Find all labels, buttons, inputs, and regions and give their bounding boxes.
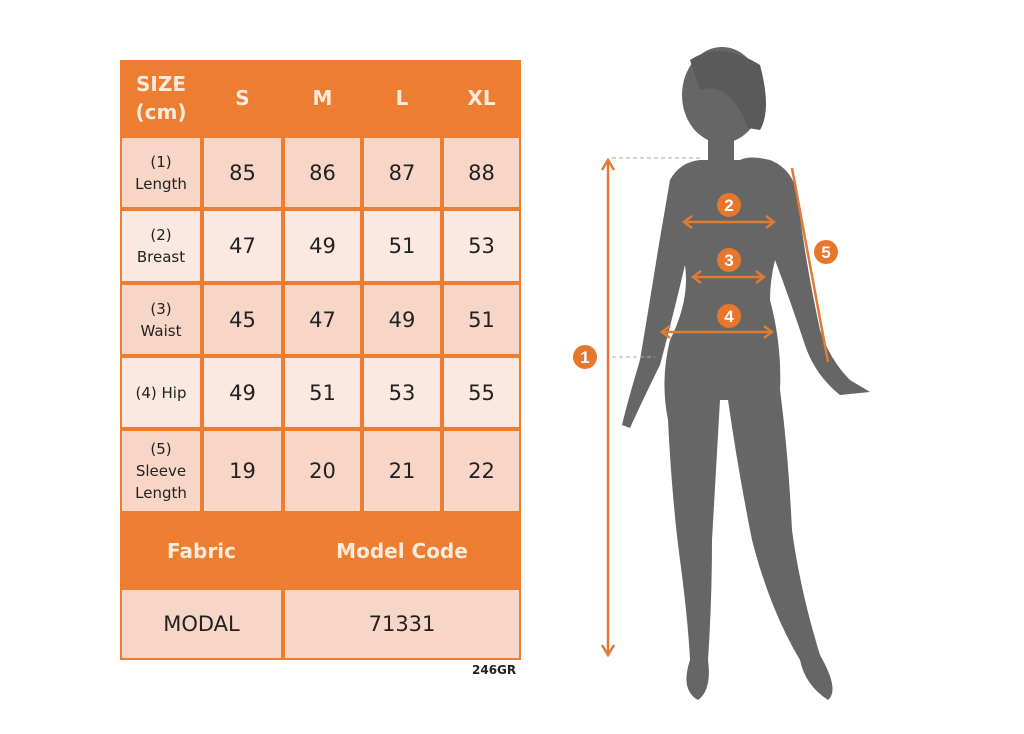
measurement-value: 45 bbox=[204, 285, 281, 354]
woman-silhouette bbox=[622, 47, 870, 700]
marker-circle bbox=[717, 304, 741, 328]
measurement-arrows bbox=[600, 157, 830, 658]
measurement-value: 85 bbox=[204, 138, 281, 207]
measurement-value: 51 bbox=[444, 285, 519, 354]
size-chart-table: SIZE (cm) S M L XL (1) Length 85 86 87 88 (2) Brea… bbox=[120, 60, 521, 660]
measurement-value: 22 bbox=[444, 431, 519, 511]
measurement-label: (2) Breast bbox=[122, 211, 200, 281]
measurement-value: 51 bbox=[364, 211, 440, 281]
measurement-value: 20 bbox=[285, 431, 360, 511]
size-header: L bbox=[395, 86, 409, 110]
measurement-value: 47 bbox=[204, 211, 281, 281]
size-header-label: SIZE (cm) bbox=[135, 72, 187, 124]
measurement-value: 47 bbox=[285, 285, 360, 354]
measurement-value: 49 bbox=[204, 358, 281, 427]
measurement-value: 21 bbox=[364, 431, 440, 511]
measurement-value: 19 bbox=[204, 431, 281, 511]
measurement-value: 86 bbox=[285, 138, 360, 207]
marker-number: 4 bbox=[724, 307, 734, 326]
measurement-label: (4) Hip bbox=[122, 358, 200, 427]
size-header: S bbox=[235, 86, 250, 110]
fabric-header: Fabric bbox=[167, 538, 236, 563]
model-code-header: Model Code bbox=[336, 538, 468, 563]
measurement-value: 53 bbox=[364, 358, 440, 427]
measurement-label: (3) Waist bbox=[122, 285, 200, 354]
product-code: 246GR bbox=[472, 663, 517, 677]
model-code-value: 71331 bbox=[285, 590, 519, 658]
measurement-value: 53 bbox=[444, 211, 519, 281]
guide-lines bbox=[612, 157, 700, 358]
size-header: XL bbox=[467, 86, 496, 110]
marker-number: 1 bbox=[580, 348, 589, 367]
measurement-value: 49 bbox=[364, 285, 440, 354]
fabric-value: MODAL bbox=[122, 590, 281, 658]
measurement-value: 55 bbox=[444, 358, 519, 427]
marker-number: 3 bbox=[724, 251, 733, 270]
body-measurement-figure: 1 2 3 4 5 bbox=[573, 47, 870, 700]
marker-circle bbox=[717, 248, 741, 272]
measurement-label: (1) Length bbox=[122, 138, 200, 207]
measurement-value: 88 bbox=[444, 138, 519, 207]
marker-number: 5 bbox=[821, 243, 830, 262]
measurement-label: (5) Sleeve Length bbox=[122, 431, 200, 511]
measurement-value: 51 bbox=[285, 358, 360, 427]
measurement-value: 87 bbox=[364, 138, 440, 207]
size-header: M bbox=[312, 86, 333, 110]
measurement-value: 49 bbox=[285, 211, 360, 281]
marker-circle bbox=[717, 193, 741, 217]
marker-circle bbox=[814, 240, 838, 264]
marker-circle bbox=[573, 345, 597, 369]
marker-number: 2 bbox=[724, 196, 733, 215]
